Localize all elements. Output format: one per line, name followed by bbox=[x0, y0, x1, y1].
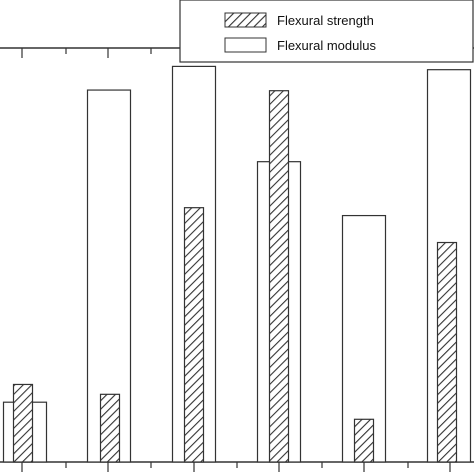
bar-flexural-strength-1 bbox=[12, 383, 34, 463]
legend-swatch-hatched bbox=[224, 12, 267, 28]
legend: Flexural strength Flexural modulus bbox=[179, 0, 474, 63]
bar-flexural-strength-2 bbox=[99, 393, 121, 463]
bar-flexural-strength-3 bbox=[183, 207, 205, 463]
legend-swatch-open bbox=[224, 37, 267, 53]
bars-group bbox=[2, 65, 472, 463]
legend-label-strength: Flexural strength bbox=[277, 13, 374, 28]
bar-flexural-strength-5 bbox=[353, 418, 375, 463]
bar-flexural-strength-4 bbox=[268, 90, 290, 463]
legend-label-modulus: Flexural modulus bbox=[277, 38, 376, 53]
bottom-axis-ticks bbox=[21, 462, 451, 472]
bar-flexural-strength-6 bbox=[436, 241, 458, 463]
